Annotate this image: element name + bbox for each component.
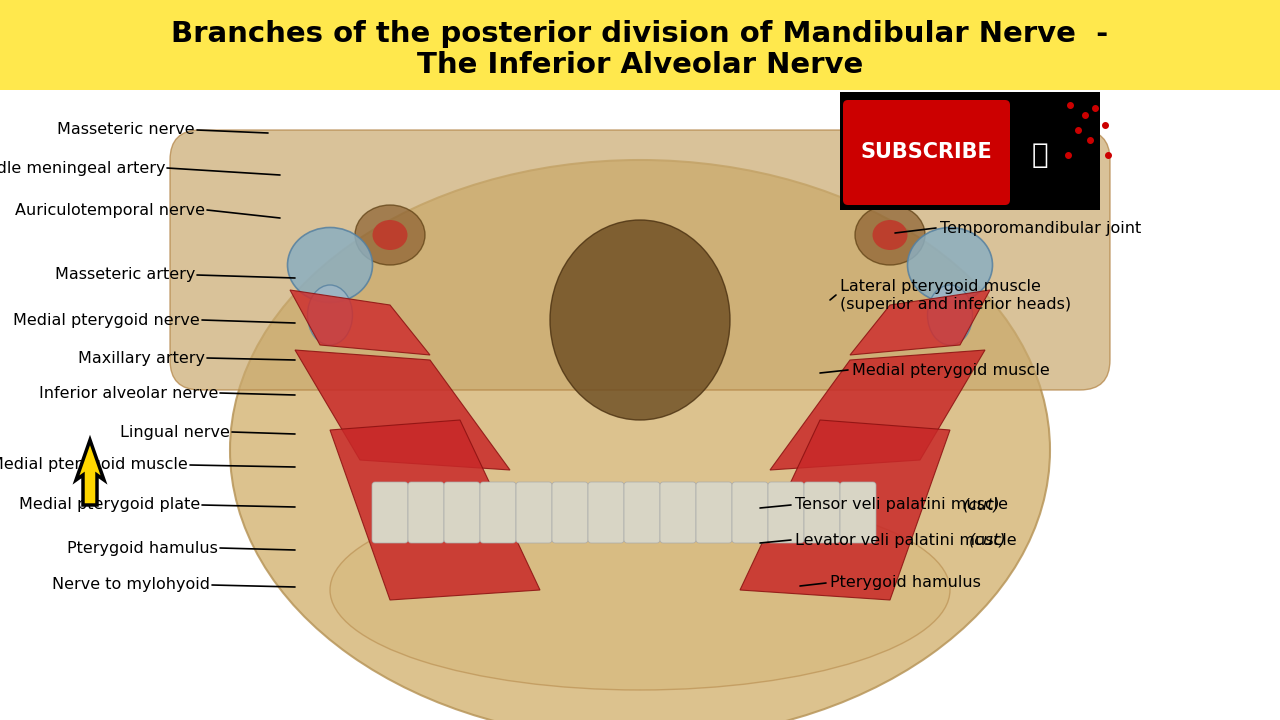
Ellipse shape — [355, 205, 425, 265]
Text: Branches of the posterior division of Mandibular Nerve  -: Branches of the posterior division of Ma… — [172, 20, 1108, 48]
Text: The Inferior Alveolar Nerve: The Inferior Alveolar Nerve — [417, 51, 863, 78]
Text: Lateral pterygoid muscle: Lateral pterygoid muscle — [840, 279, 1041, 294]
Text: Nerve to mylohyoid: Nerve to mylohyoid — [52, 577, 210, 593]
Ellipse shape — [372, 220, 407, 250]
FancyBboxPatch shape — [408, 482, 444, 543]
Ellipse shape — [230, 160, 1050, 720]
Text: Temporomandibular joint: Temporomandibular joint — [940, 220, 1142, 235]
Polygon shape — [740, 420, 950, 600]
Ellipse shape — [908, 228, 992, 302]
Bar — [840, 92, 1100, 210]
FancyBboxPatch shape — [552, 482, 588, 543]
Ellipse shape — [855, 205, 925, 265]
Ellipse shape — [550, 220, 730, 420]
Polygon shape — [76, 440, 104, 505]
Bar — [0, 90, 1280, 720]
Ellipse shape — [928, 285, 973, 345]
FancyBboxPatch shape — [804, 482, 840, 543]
FancyBboxPatch shape — [480, 482, 516, 543]
Text: Maxillary artery: Maxillary artery — [78, 351, 205, 366]
Polygon shape — [771, 350, 986, 470]
FancyBboxPatch shape — [840, 482, 876, 543]
FancyBboxPatch shape — [696, 482, 732, 543]
Text: Middle meningeal artery: Middle meningeal artery — [0, 161, 165, 176]
FancyBboxPatch shape — [588, 482, 625, 543]
Text: Tensor veli palatini muscle: Tensor veli palatini muscle — [795, 498, 1014, 513]
Text: Masseteric artery: Masseteric artery — [55, 268, 195, 282]
FancyBboxPatch shape — [660, 482, 696, 543]
Text: Medial pterygoid muscle: Medial pterygoid muscle — [852, 362, 1050, 377]
Text: Pterygoid hamulus: Pterygoid hamulus — [67, 541, 218, 556]
FancyBboxPatch shape — [844, 100, 1010, 205]
Text: Pterygoid hamulus: Pterygoid hamulus — [829, 575, 980, 590]
Text: (cut): (cut) — [969, 533, 1006, 547]
Polygon shape — [291, 290, 430, 355]
Text: (superior and inferior heads): (superior and inferior heads) — [840, 297, 1071, 312]
Ellipse shape — [288, 228, 372, 302]
Ellipse shape — [873, 220, 908, 250]
Text: Medial pterygoid plate: Medial pterygoid plate — [19, 498, 200, 513]
FancyBboxPatch shape — [732, 482, 768, 543]
Text: Auriculotemporal nerve: Auriculotemporal nerve — [15, 202, 205, 217]
FancyBboxPatch shape — [516, 482, 552, 543]
Text: 🔔: 🔔 — [1032, 141, 1048, 169]
Text: (cut): (cut) — [963, 498, 1000, 513]
Ellipse shape — [307, 285, 352, 345]
Text: Medial pterygoid muscle: Medial pterygoid muscle — [0, 457, 188, 472]
Text: Levator veli palatini muscle: Levator veli palatini muscle — [795, 533, 1021, 547]
FancyBboxPatch shape — [170, 130, 1110, 390]
Polygon shape — [850, 290, 989, 355]
Text: SUBSCRIBE: SUBSCRIBE — [860, 143, 992, 163]
Text: Lingual nerve: Lingual nerve — [120, 425, 230, 439]
FancyBboxPatch shape — [372, 482, 408, 543]
FancyBboxPatch shape — [444, 482, 480, 543]
Bar — [0, 0, 1280, 90]
Text: Masseteric nerve: Masseteric nerve — [58, 122, 195, 138]
Text: Inferior alveolar nerve: Inferior alveolar nerve — [38, 385, 218, 400]
Ellipse shape — [330, 490, 950, 690]
Polygon shape — [330, 420, 540, 600]
FancyBboxPatch shape — [768, 482, 804, 543]
FancyBboxPatch shape — [625, 482, 660, 543]
Text: Medial pterygoid nerve: Medial pterygoid nerve — [13, 312, 200, 328]
Polygon shape — [294, 350, 509, 470]
